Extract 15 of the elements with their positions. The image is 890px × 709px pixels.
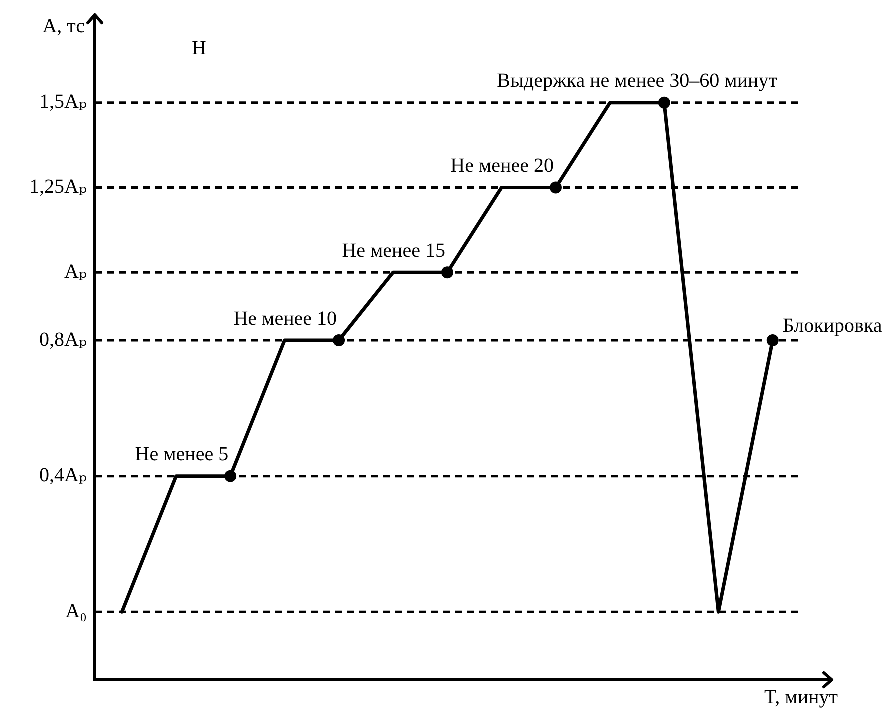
annotation: Не менее 5 xyxy=(135,444,229,466)
y-tick-label: 0,4Aₚ xyxy=(40,464,87,487)
y-axis-title: A, тс xyxy=(42,15,86,38)
annotation: Не менее 20 xyxy=(450,155,554,178)
y-tick-label: Aₚ xyxy=(64,260,87,283)
y-tick-label: 1,25Aₚ xyxy=(30,176,87,198)
annotation: Не менее 10 xyxy=(234,308,338,330)
annotation: Не менее 15 xyxy=(342,240,446,262)
annotation: Блокировка xyxy=(782,314,882,337)
annotation: Н xyxy=(192,37,206,60)
x-axis-title: T, минут xyxy=(764,686,838,708)
y-tick-label: A₀ xyxy=(66,600,88,622)
annotation: Выдержка не менее 30–60 минут xyxy=(497,70,778,92)
y-tick-label: 0,8Aₚ xyxy=(40,328,87,351)
y-tick-label: 1,5Aₚ xyxy=(40,91,87,114)
